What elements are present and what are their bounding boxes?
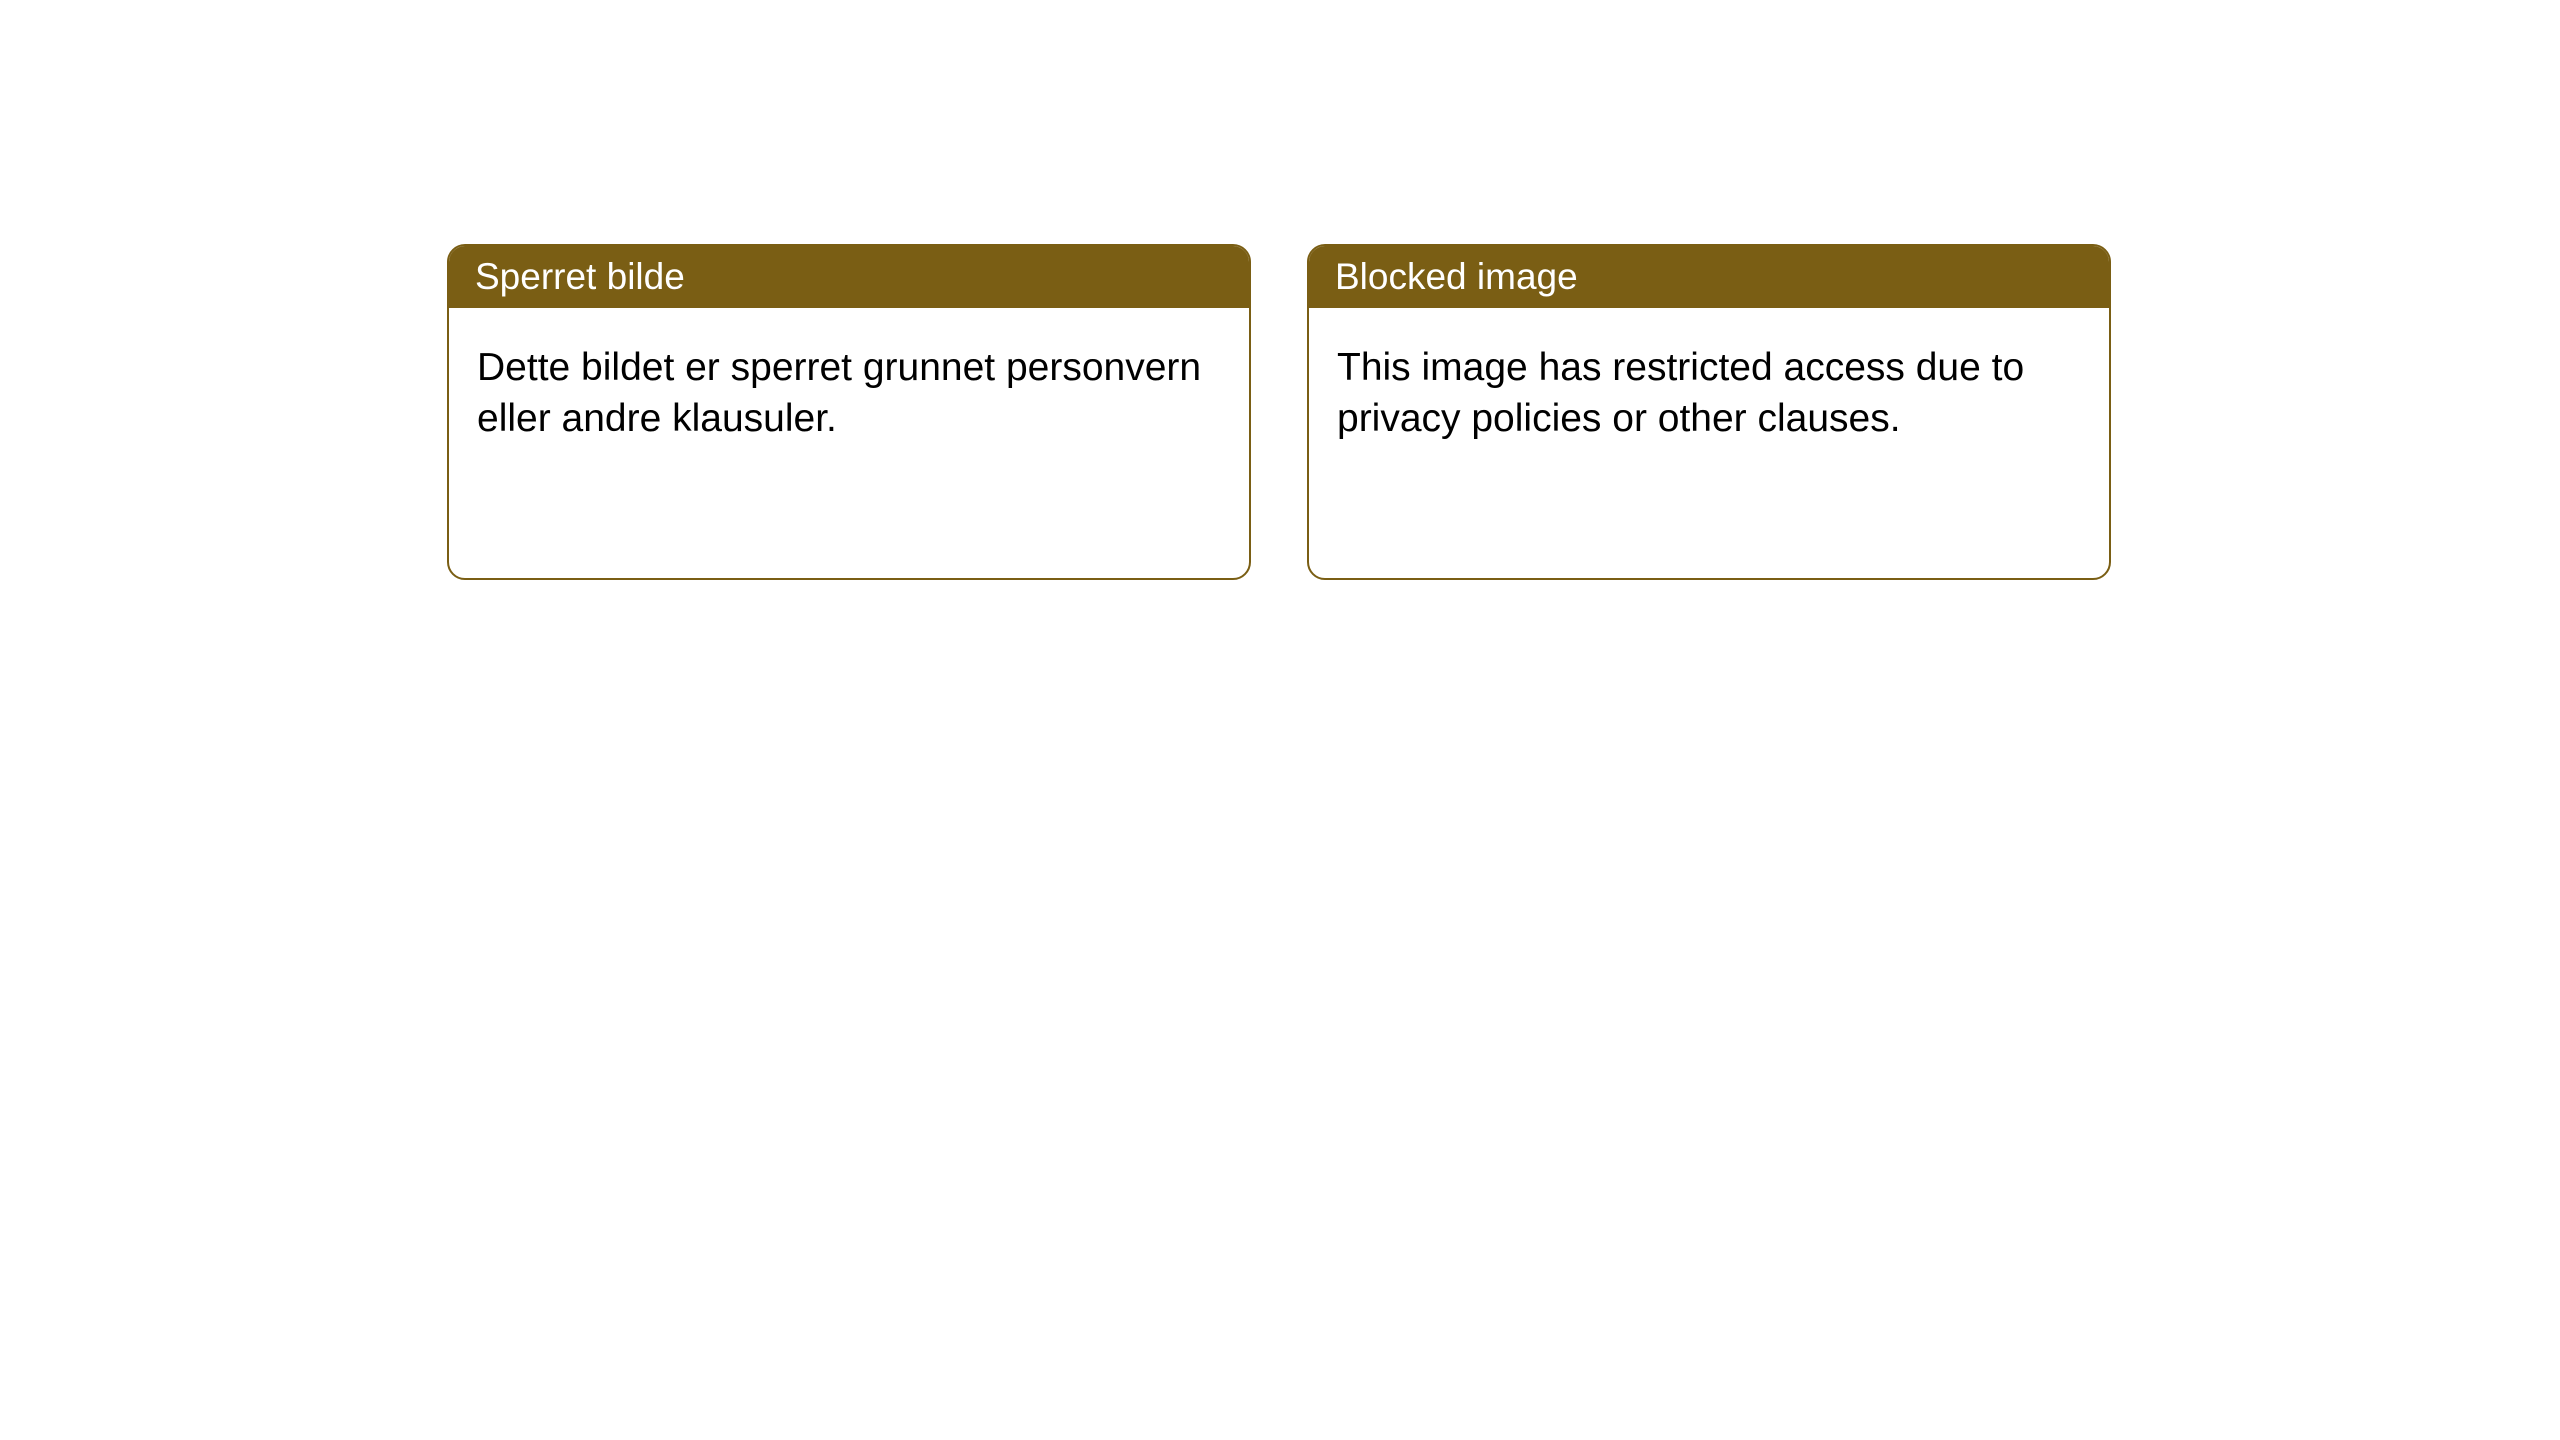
notice-container: Sperret bilde Dette bildet er sperret gr… bbox=[0, 0, 2560, 580]
notice-card-header: Sperret bilde bbox=[449, 246, 1249, 308]
notice-title: Blocked image bbox=[1335, 256, 1578, 297]
notice-card-body: Dette bildet er sperret grunnet personve… bbox=[449, 308, 1249, 479]
notice-title: Sperret bilde bbox=[475, 256, 685, 297]
notice-card-english: Blocked image This image has restricted … bbox=[1307, 244, 2111, 580]
notice-card-body: This image has restricted access due to … bbox=[1309, 308, 2109, 479]
notice-body-text: Dette bildet er sperret grunnet personve… bbox=[477, 346, 1201, 440]
notice-card-norwegian: Sperret bilde Dette bildet er sperret gr… bbox=[447, 244, 1251, 580]
notice-body-text: This image has restricted access due to … bbox=[1337, 346, 2024, 440]
notice-card-header: Blocked image bbox=[1309, 246, 2109, 308]
